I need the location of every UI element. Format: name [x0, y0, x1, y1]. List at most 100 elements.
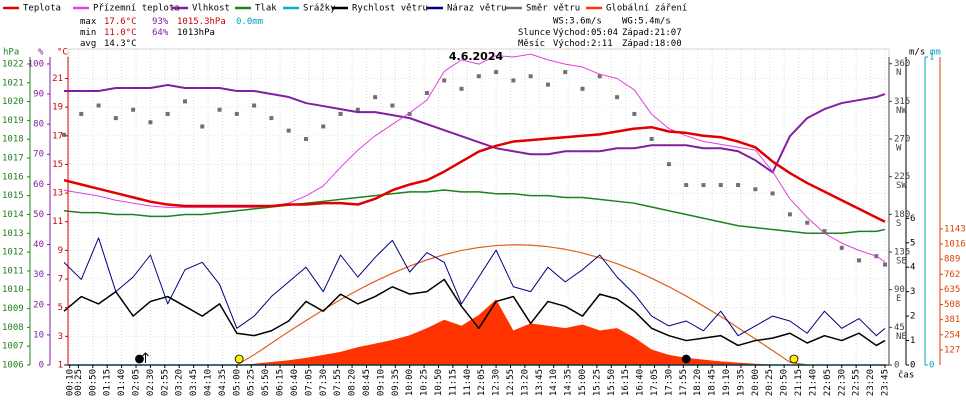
direction-point: [528, 74, 533, 79]
moon-label: Měsíc: [518, 39, 545, 49]
y-tick-label: 1011: [2, 266, 24, 276]
y-tick-label: 10: [33, 330, 44, 340]
direction-point: [442, 78, 447, 83]
direction-point: [805, 220, 810, 225]
x-tick-label: 02:55: [160, 369, 170, 396]
y-axis-label: hPa: [3, 48, 19, 58]
series-line: [63, 189, 886, 235]
y-tick-label: 9: [58, 246, 63, 256]
x-tick-label: 13:45: [535, 369, 545, 396]
x-tick-label: 07:05: [304, 369, 314, 396]
y-tick-label: 1014: [2, 210, 24, 220]
x-tick-label: 12:05: [477, 369, 487, 396]
x-tick-label: 21:15: [794, 369, 804, 396]
x-axis-label: čas: [898, 370, 914, 381]
direction-point: [839, 245, 844, 250]
x-tick-label: 07:55: [333, 369, 343, 396]
direction-point: [113, 116, 118, 121]
x-tick-label: 22:05: [823, 369, 833, 396]
y-tick-label: 6: [910, 214, 915, 224]
sun-set: 21:07: [655, 28, 682, 38]
stat-label: avg: [80, 39, 96, 49]
y-tick-label: 1: [910, 336, 915, 346]
direction-point: [615, 95, 620, 100]
y-tick-label: 762: [944, 270, 960, 280]
y-tick-label: 7: [58, 275, 63, 285]
direction-point: [390, 103, 395, 108]
direction-point: [882, 262, 887, 267]
set-label: Západ:: [622, 39, 655, 49]
y-tick-label: 13: [52, 189, 63, 199]
y-tick-label: 80: [33, 120, 44, 130]
y-tick-label: 1010: [2, 285, 24, 295]
set-label: Západ:: [622, 28, 655, 38]
x-tick-label: 23:45: [880, 369, 890, 396]
x-tick-label: 00:50: [88, 369, 98, 396]
legend-label: Tlak: [255, 4, 277, 14]
legend-label: Srážky: [303, 4, 336, 14]
x-tick-label: 11:15: [448, 369, 458, 396]
y-tick-label: 135: [894, 248, 910, 258]
y-tick-label: 1020: [2, 97, 24, 107]
direction-point: [580, 86, 585, 91]
y-tick-label: 1009: [2, 304, 24, 314]
x-tick-label: 12:30: [492, 369, 502, 396]
x-tick-label: 02:30: [146, 369, 156, 396]
x-tick-label: 05:00: [232, 369, 242, 396]
y-tick-label: 4: [910, 263, 915, 273]
x-tick-label: 17:30: [664, 369, 674, 396]
direction-point: [511, 78, 516, 83]
stat-temp: 14.3°C: [104, 39, 137, 49]
legend-label: Vlhkost: [192, 4, 230, 14]
stat-label: min: [80, 28, 96, 38]
y-tick-label: 20: [33, 300, 44, 310]
y-tick-label: 1019: [2, 116, 24, 126]
y-tick-label: 1013: [2, 229, 24, 239]
y-tick-label: 225: [894, 172, 910, 182]
y-tick-label: 60: [33, 180, 44, 190]
compass-label: E: [896, 294, 901, 304]
sun-set-marker: [789, 354, 799, 364]
y-tick-label: 635: [944, 285, 960, 295]
y-tick-label: 1018: [2, 135, 24, 145]
x-tick-label: 00:10: [65, 369, 75, 396]
stats-min: min 11.0°C 64% 1013hPa: [80, 28, 215, 38]
y-tick-label: 0: [894, 361, 899, 371]
x-tick-label: 01:15: [103, 369, 113, 396]
x-tick-label: 09:10: [376, 369, 386, 396]
x-tick-label: 10:50: [434, 369, 444, 396]
x-tick-label: 15:50: [607, 369, 617, 396]
radiation-area: [64, 299, 885, 365]
y-tick-label: 1006: [2, 361, 24, 371]
stats-avg: avg 14.3°C: [80, 39, 137, 49]
x-tick-label: 12:55: [506, 369, 516, 396]
series-line: [63, 53, 886, 263]
compass-label: SW: [896, 181, 907, 191]
x-tick-label: 01:40: [117, 369, 127, 396]
y-tick-label: 5: [58, 303, 63, 313]
y-tick-label: 360: [894, 59, 910, 69]
x-tick-label: 14:10: [549, 369, 559, 396]
x-tick-label: 18:20: [693, 369, 703, 396]
legend-label: Náraz větru: [447, 4, 507, 14]
y-tick-label: 254: [944, 330, 960, 340]
y-tick-label: 1022: [2, 59, 24, 69]
y-tick-label: 1: [929, 53, 934, 63]
x-tick-label: 14:35: [564, 369, 574, 396]
y-tick-label: 30: [33, 270, 44, 280]
y-tick-label: 381: [944, 315, 960, 325]
direction-point: [459, 86, 464, 91]
x-tick-label: 06:15: [276, 369, 286, 396]
direction-point: [701, 183, 706, 188]
direction-point: [252, 103, 257, 108]
x-tick-label: 06:40: [290, 369, 300, 396]
x-tick-label: 20:50: [780, 369, 790, 396]
y-tick-label: 1021: [2, 78, 24, 88]
x-tick-label: 18:45: [708, 369, 718, 396]
x-tick-label: 04:35: [218, 369, 228, 396]
y-tick-label: 17: [52, 131, 63, 141]
stat-temp: 11.0°C: [104, 28, 137, 38]
series-line: [64, 84, 886, 174]
y-tick-label: 127: [944, 345, 960, 355]
